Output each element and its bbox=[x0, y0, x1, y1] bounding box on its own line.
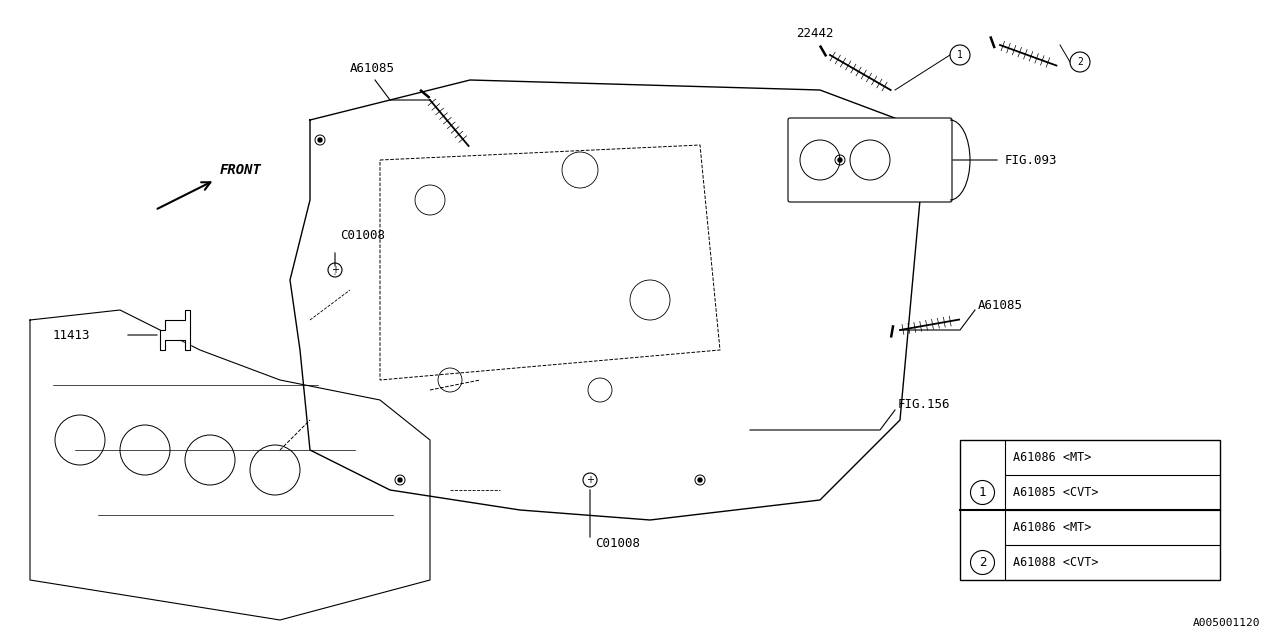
Text: A61086 <MT>: A61086 <MT> bbox=[1012, 451, 1092, 464]
Text: 1: 1 bbox=[957, 50, 963, 60]
Polygon shape bbox=[160, 310, 189, 350]
Polygon shape bbox=[291, 80, 920, 520]
Text: 11413: 11413 bbox=[52, 328, 90, 342]
Text: A005001120: A005001120 bbox=[1193, 618, 1260, 628]
Circle shape bbox=[332, 267, 338, 273]
Circle shape bbox=[838, 158, 842, 162]
Circle shape bbox=[398, 478, 402, 482]
Text: A61088 <CVT>: A61088 <CVT> bbox=[1012, 556, 1098, 569]
Text: A61085 <CVT>: A61085 <CVT> bbox=[1012, 486, 1098, 499]
Circle shape bbox=[698, 478, 701, 482]
FancyBboxPatch shape bbox=[788, 118, 952, 202]
Text: FIG.093: FIG.093 bbox=[1005, 154, 1057, 166]
Bar bbox=[960, 440, 1220, 580]
Polygon shape bbox=[29, 310, 430, 620]
Text: 2: 2 bbox=[1076, 57, 1083, 67]
Text: C01008: C01008 bbox=[595, 537, 640, 550]
Text: A61085: A61085 bbox=[349, 62, 394, 75]
Text: 2: 2 bbox=[979, 556, 987, 569]
Text: A61085: A61085 bbox=[978, 298, 1023, 312]
Circle shape bbox=[317, 138, 323, 142]
Text: A61086 <MT>: A61086 <MT> bbox=[1012, 521, 1092, 534]
Text: 1: 1 bbox=[979, 486, 987, 499]
Text: FRONT: FRONT bbox=[220, 163, 262, 177]
Text: +: + bbox=[332, 265, 339, 275]
Text: C01008: C01008 bbox=[340, 228, 385, 241]
Text: 22442: 22442 bbox=[796, 27, 833, 40]
Text: FIG.156: FIG.156 bbox=[899, 399, 951, 412]
Text: +: + bbox=[586, 475, 594, 485]
